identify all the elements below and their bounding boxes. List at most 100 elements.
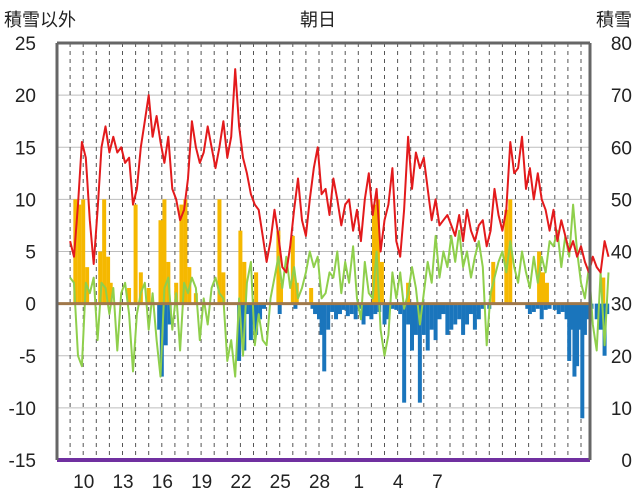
bar	[106, 256, 111, 304]
bar	[461, 303, 466, 335]
bar	[535, 303, 540, 309]
bar	[386, 303, 391, 320]
bar	[102, 199, 107, 304]
bar	[248, 303, 253, 341]
bar	[279, 282, 284, 304]
bar	[569, 303, 574, 330]
bar	[365, 303, 370, 317]
bar	[341, 303, 346, 310]
bar	[258, 303, 263, 320]
x-tick-label: 25	[270, 472, 291, 493]
bar	[552, 303, 557, 310]
bar	[239, 303, 244, 335]
y-left-tick-label: 5	[25, 243, 36, 264]
bar	[390, 303, 395, 309]
x-tick-label: 19	[191, 472, 212, 493]
bar	[544, 282, 549, 304]
y-left-tick-label: 0	[25, 295, 36, 316]
bar	[543, 303, 548, 310]
bar	[361, 303, 366, 325]
bar	[379, 261, 384, 304]
line-series	[69, 68, 610, 378]
y-right-tick-label: 70	[611, 86, 632, 107]
y-right-tick-label: 40	[611, 243, 632, 264]
x-tick-label: 22	[230, 472, 251, 493]
bar	[108, 282, 113, 304]
bar	[221, 272, 226, 304]
right-axis-title: 積雪	[596, 10, 632, 31]
y-left-tick-label: 25	[15, 34, 36, 55]
bar	[254, 272, 259, 304]
bar	[179, 204, 184, 304]
y-right-tick-label: 20	[611, 347, 632, 368]
bar	[127, 287, 132, 304]
bar	[319, 303, 324, 335]
bar	[413, 303, 418, 335]
y-left-tick-label: 20	[15, 86, 36, 107]
x-tick-label: 13	[112, 472, 133, 493]
y-right-tick-label: 10	[611, 399, 632, 420]
bar	[162, 199, 167, 304]
bar	[560, 303, 565, 312]
bar	[349, 303, 354, 315]
bar	[594, 303, 599, 320]
bar	[357, 303, 362, 309]
bar	[508, 199, 513, 304]
bar	[310, 303, 315, 309]
bar	[575, 303, 580, 367]
bar	[539, 303, 544, 320]
y-left-tick-label: 10	[15, 190, 36, 211]
bar	[133, 204, 138, 304]
bar	[531, 303, 536, 312]
bar	[394, 303, 399, 310]
bar	[453, 303, 458, 325]
bar	[480, 303, 485, 309]
bar	[322, 303, 327, 372]
bar	[146, 287, 151, 304]
bar	[81, 199, 86, 304]
bar	[582, 303, 587, 335]
bar	[158, 220, 163, 304]
bar	[309, 287, 314, 304]
y-right-tick-label: 30	[611, 295, 632, 316]
bar	[468, 303, 473, 315]
bar	[334, 303, 339, 320]
bar	[556, 303, 561, 315]
x-tick-label: 10	[73, 472, 94, 493]
bar	[567, 303, 572, 361]
bar	[421, 303, 426, 335]
bar	[345, 303, 350, 317]
left-axis-title: 積雪以外	[4, 10, 76, 31]
bar	[373, 303, 378, 315]
bar	[564, 303, 569, 320]
y-left-tick-label: -10	[9, 399, 36, 420]
bar	[98, 251, 103, 304]
bar	[293, 303, 298, 309]
bar	[441, 303, 446, 315]
bar	[449, 303, 454, 330]
bar	[138, 272, 143, 304]
bar	[369, 303, 374, 320]
bar	[157, 303, 162, 330]
series-line	[69, 203, 610, 378]
bar	[313, 303, 318, 315]
bar	[472, 303, 477, 330]
bar	[402, 303, 407, 403]
bar	[326, 303, 331, 330]
bar	[217, 199, 222, 304]
bar	[254, 303, 259, 335]
bar	[163, 303, 168, 346]
y-left-tick-label: -5	[19, 347, 36, 368]
bar	[167, 303, 172, 325]
bar	[244, 303, 249, 315]
bar	[547, 303, 552, 309]
bar	[541, 272, 546, 304]
bar	[398, 303, 403, 315]
bar	[317, 303, 321, 320]
bar	[277, 303, 282, 315]
bar	[372, 204, 377, 304]
x-tick-label: 1	[354, 472, 365, 493]
bar	[437, 303, 442, 320]
bar	[353, 303, 358, 320]
